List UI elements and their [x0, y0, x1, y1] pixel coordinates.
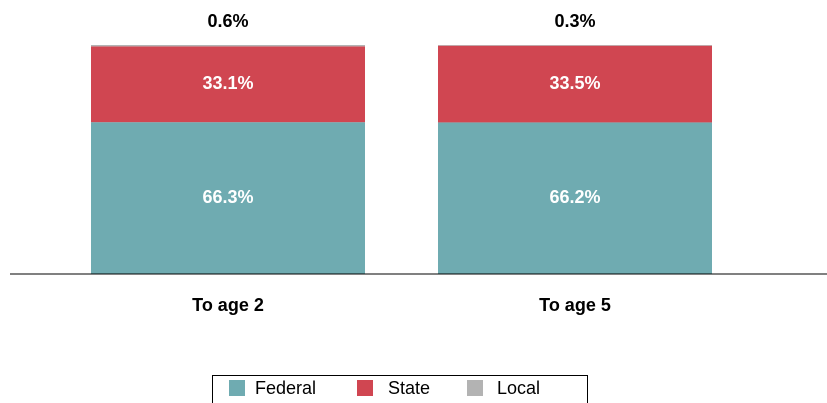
data-label: 0.3% [554, 11, 595, 31]
legend-label: Federal [255, 378, 316, 398]
x-tick-label: To age 2 [192, 295, 264, 315]
bar-segment [438, 122, 712, 274]
data-label: 33.1% [202, 73, 253, 93]
data-label: 66.2% [549, 187, 600, 207]
legend-swatch [229, 380, 245, 396]
bar-segment [91, 46, 365, 123]
data-label: 0.6% [207, 11, 248, 31]
legend-label: State [388, 378, 430, 398]
legend-box [212, 375, 588, 403]
data-label: 33.5% [549, 73, 600, 93]
bar-segment [91, 45, 365, 47]
bar-segment [438, 45, 712, 46]
legend-swatch [357, 380, 373, 396]
bar-segment [91, 122, 365, 274]
legend-label: Local [497, 378, 540, 398]
bar-segment [438, 45, 712, 123]
legend-swatch [467, 380, 483, 396]
x-tick-label: To age 5 [539, 295, 611, 315]
data-label: 66.3% [202, 187, 253, 207]
